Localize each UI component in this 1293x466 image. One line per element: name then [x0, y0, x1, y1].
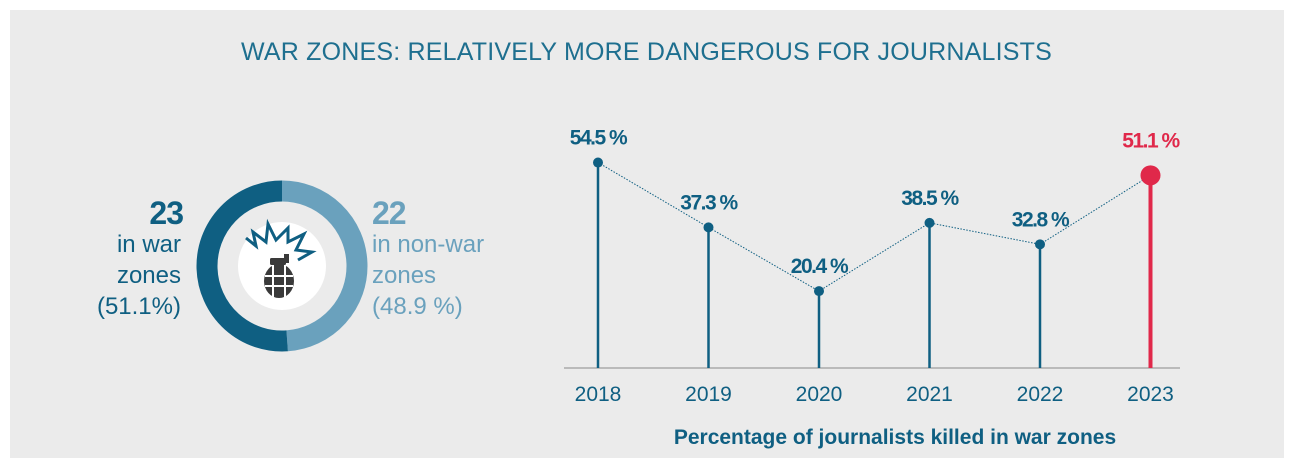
x-tick-2021: 2021 — [906, 383, 953, 406]
point-2022 — [1035, 239, 1045, 250]
nonwar-zone-count: 22 — [372, 195, 407, 231]
x-tick-2020: 2020 — [796, 383, 843, 406]
series-connector-line — [597, 162, 1151, 292]
chart-x-axis-label: Percentage of journalists killed in war … — [673, 426, 1117, 449]
war-zone-label: in war zones (51.1%) — [96, 231, 181, 320]
point-2023 — [1140, 165, 1161, 186]
data-label-2021: 38.5 % — [901, 187, 959, 210]
x-tick-2018: 2018 — [575, 383, 622, 406]
x-tick-2019: 2019 — [685, 383, 732, 406]
nonwar-zone-label: in non-war zones (48.9 %) — [372, 231, 485, 320]
data-label-2019: 37.3 % — [680, 191, 738, 214]
point-2019 — [703, 222, 714, 233]
data-label-2023: 51.1 % — [1122, 129, 1180, 152]
war-zone-count: 23 — [149, 195, 184, 231]
war-share-donut — [196, 180, 368, 352]
data-label-2018: 54.5 % — [570, 127, 628, 150]
point-2021 — [924, 217, 935, 228]
x-tick-2022: 2022 — [1017, 383, 1064, 406]
point-2018 — [593, 157, 603, 168]
donut-segment-war — [196, 180, 288, 352]
point-2020 — [814, 286, 824, 297]
data-label-2022: 32.8 % — [1012, 208, 1070, 231]
page-title: WAR ZONES: RELATIVELY MORE DANGEROUS FOR… — [241, 38, 1052, 66]
x-tick-2023: 2023 — [1127, 383, 1174, 406]
data-label-2020: 20.4 % — [791, 255, 849, 278]
donut-segment-nonwar — [281, 180, 368, 352]
grenade-explosion-icon — [238, 218, 326, 310]
